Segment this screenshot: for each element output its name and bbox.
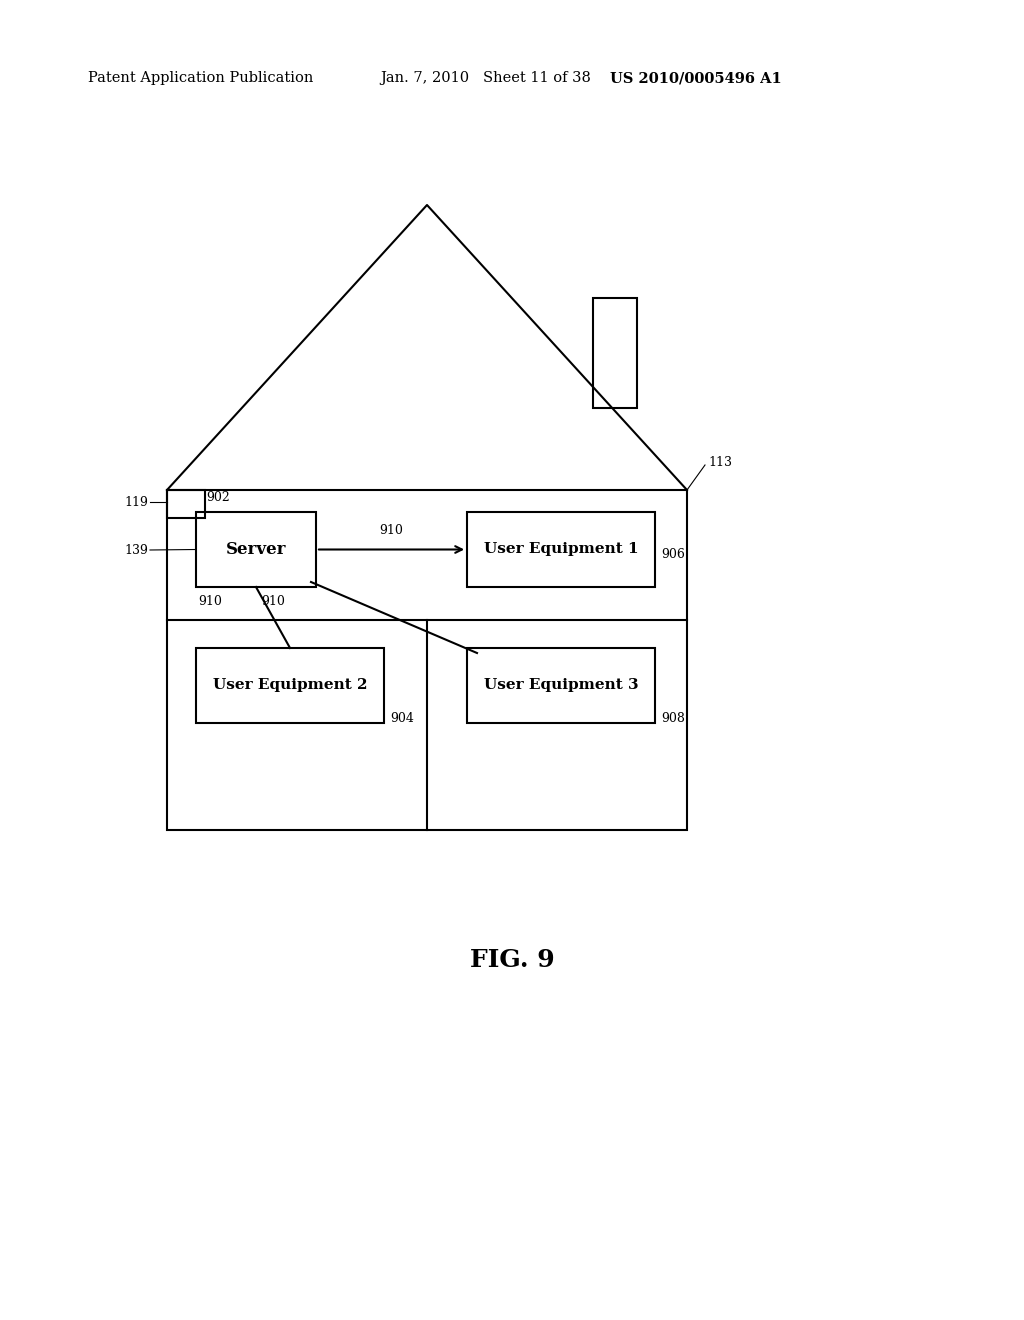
Bar bbox=[167, 490, 205, 517]
Text: 119: 119 bbox=[124, 495, 148, 508]
Text: Server: Server bbox=[225, 541, 287, 558]
Bar bbox=[467, 512, 655, 587]
Text: 902: 902 bbox=[206, 491, 229, 504]
Text: US 2010/0005496 A1: US 2010/0005496 A1 bbox=[610, 71, 781, 84]
Bar bbox=[196, 512, 316, 587]
Bar bbox=[167, 490, 687, 830]
Bar bbox=[467, 648, 655, 723]
Bar bbox=[196, 648, 384, 723]
Text: User Equipment 3: User Equipment 3 bbox=[483, 678, 638, 693]
Text: 139: 139 bbox=[124, 544, 148, 557]
Text: 910: 910 bbox=[198, 595, 222, 609]
Text: 910: 910 bbox=[261, 595, 285, 609]
Text: 904: 904 bbox=[390, 711, 414, 725]
Text: User Equipment 2: User Equipment 2 bbox=[213, 678, 368, 693]
Text: 906: 906 bbox=[662, 548, 685, 561]
Text: 908: 908 bbox=[662, 711, 685, 725]
Bar bbox=[593, 298, 637, 408]
Text: Jan. 7, 2010   Sheet 11 of 38: Jan. 7, 2010 Sheet 11 of 38 bbox=[380, 71, 591, 84]
Text: User Equipment 1: User Equipment 1 bbox=[483, 543, 638, 557]
Text: Patent Application Publication: Patent Application Publication bbox=[88, 71, 313, 84]
Text: FIG. 9: FIG. 9 bbox=[470, 948, 554, 972]
Text: 113: 113 bbox=[708, 455, 732, 469]
Text: 910: 910 bbox=[379, 524, 402, 537]
